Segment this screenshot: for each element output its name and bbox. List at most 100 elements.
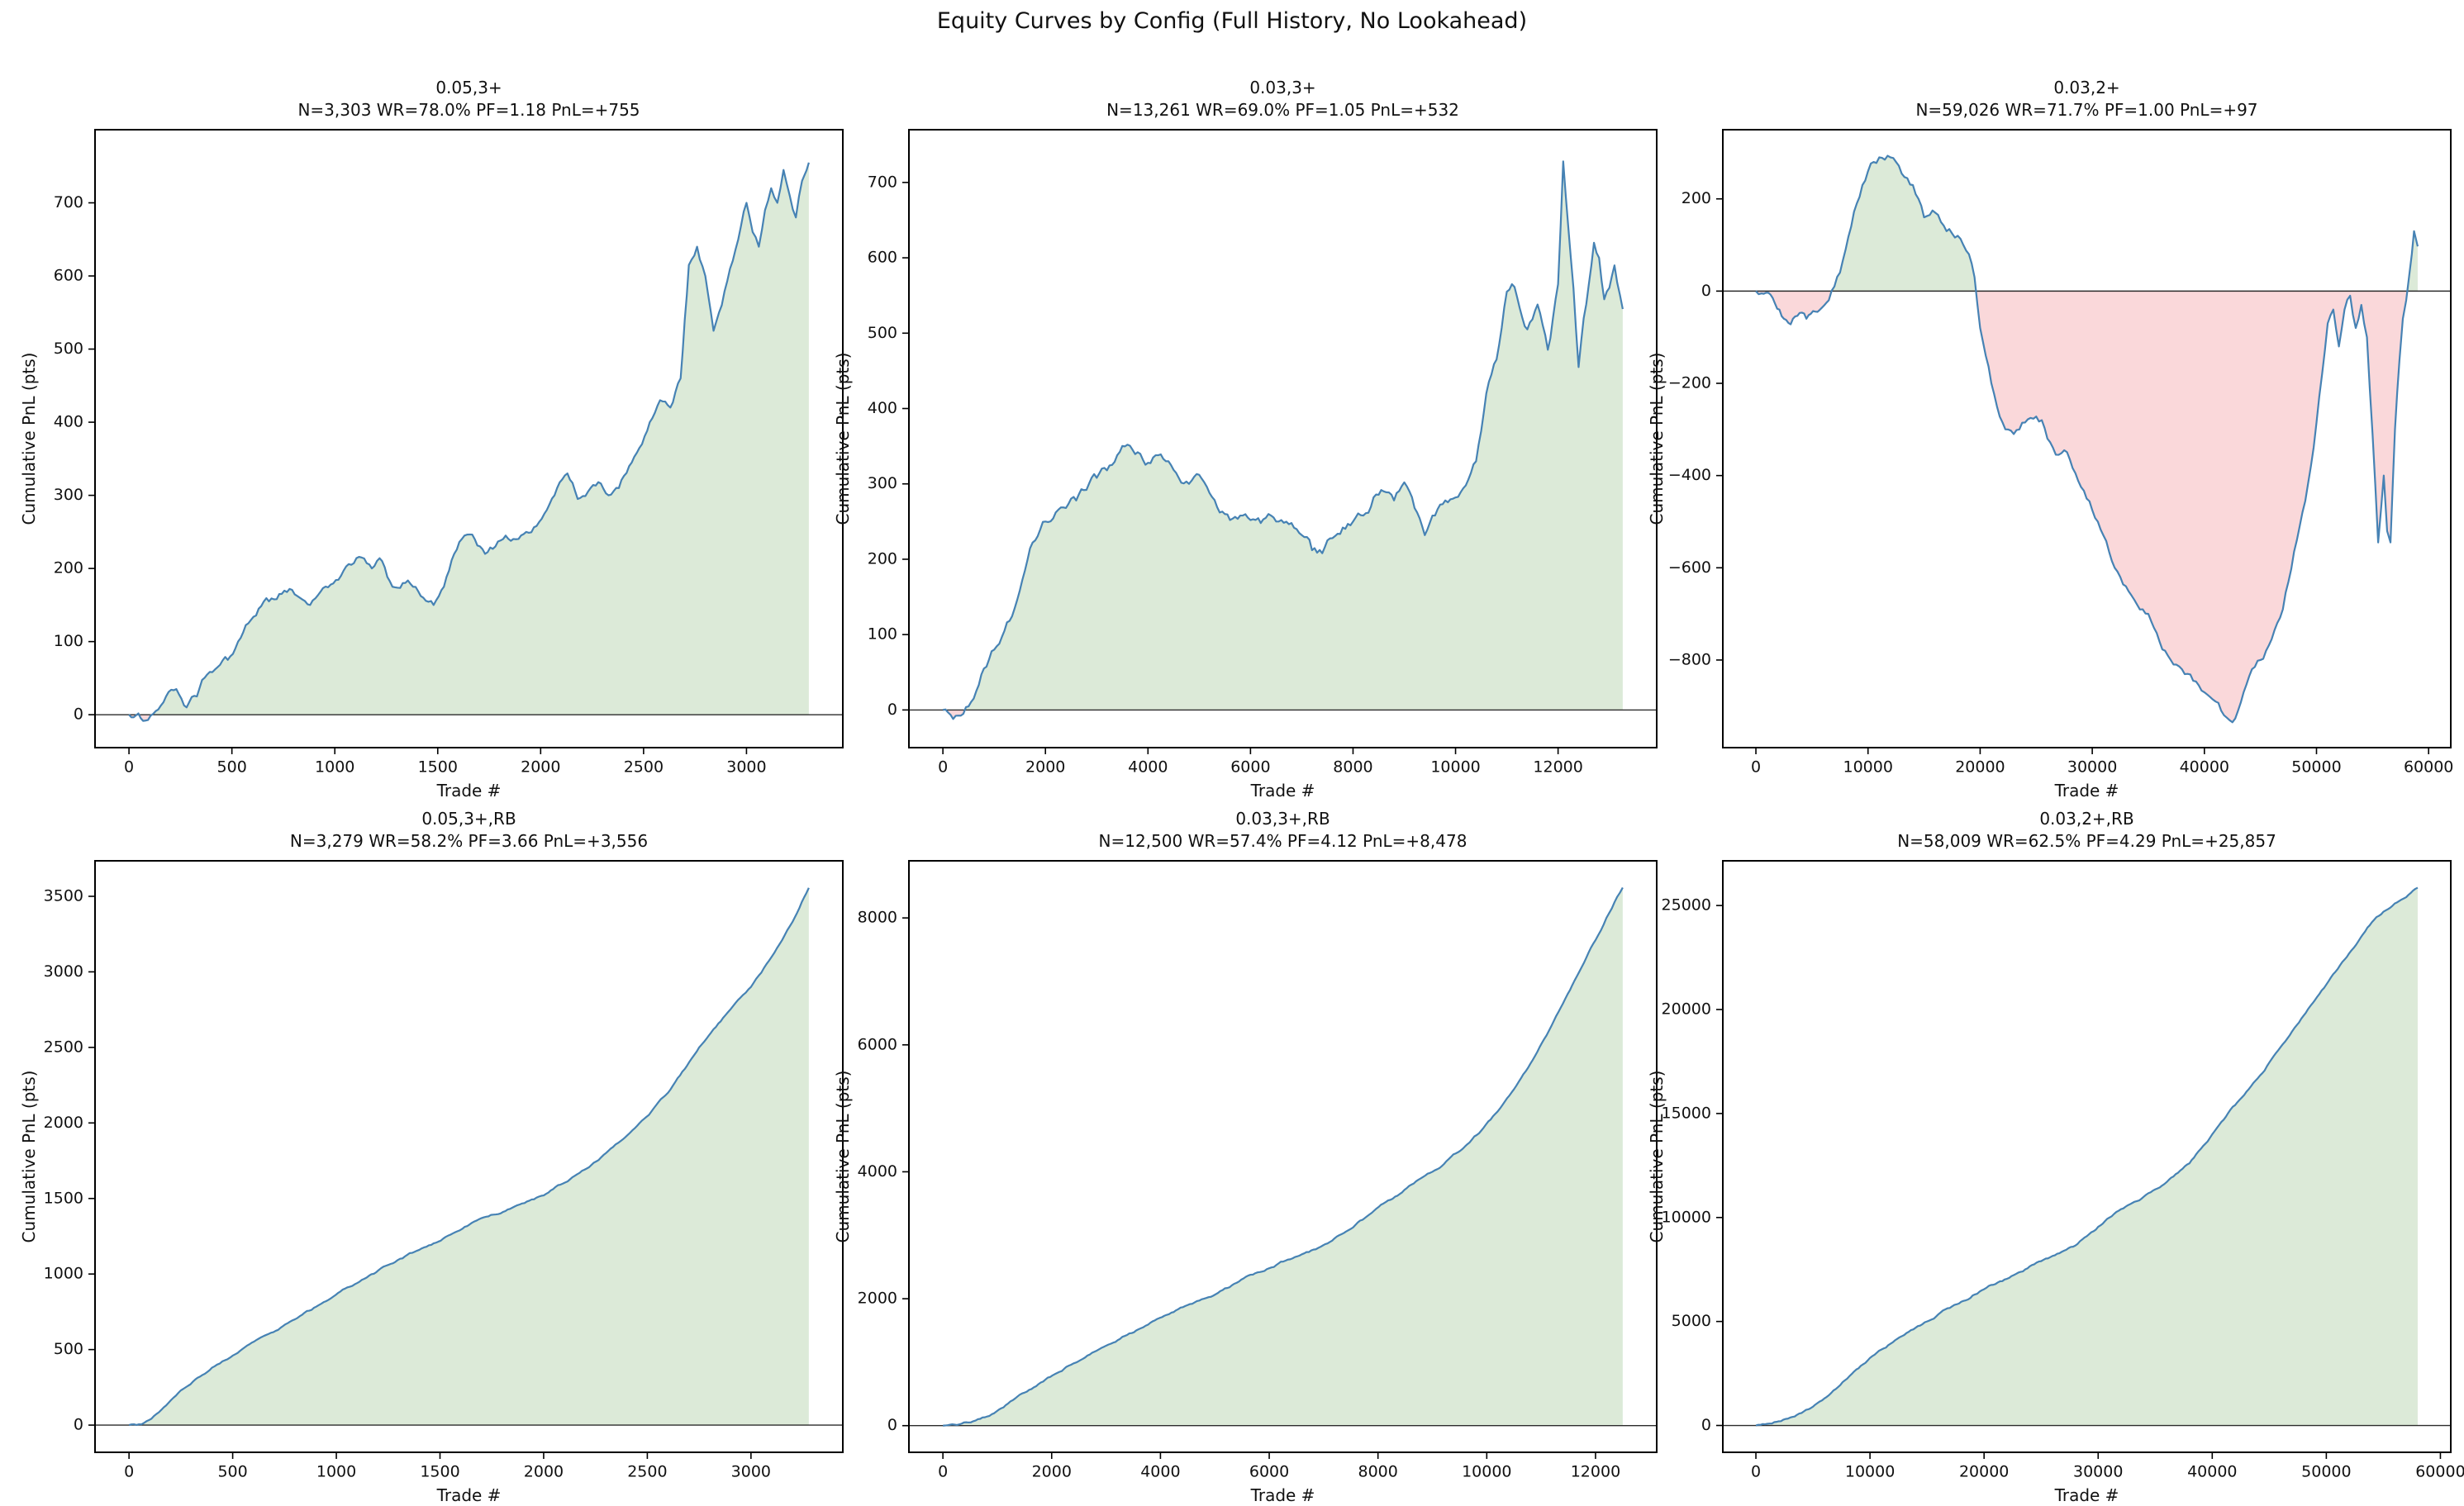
equity-curve-line xyxy=(1755,886,2419,1427)
subplot-title: 0.03,3+,RB N=12,500 WR=57.4% PF=4.12 PnL… xyxy=(909,808,1657,853)
y-tick-label: 1000 xyxy=(44,1265,83,1283)
y-axis-label: Cumulative PnL (pts) xyxy=(1647,352,1667,525)
x-tick-label: 0 xyxy=(124,1463,134,1481)
negative-fill-area xyxy=(1756,291,2408,723)
y-tick-label: 200 xyxy=(868,549,897,568)
x-tick-label: 30000 xyxy=(2073,1463,2123,1481)
equity-curve-plot: 0 2000 4000 6000 8000 10000 12000 0 100 200 300 400… xyxy=(868,129,1658,777)
y-tick-label: 0 xyxy=(74,1416,83,1434)
y-tick-label: 400 xyxy=(868,399,897,417)
y-tick-label: 0 xyxy=(1701,282,1711,300)
figure-title: Equity Curves by Config (Full History, N… xyxy=(936,8,1528,34)
subplot-title: 0.05,3+,RB N=3,279 WR=58.2% PF=3.66 PnL=… xyxy=(95,808,843,853)
x-tick-label: 0 xyxy=(124,758,134,777)
x-tick-label: 1500 xyxy=(420,1463,459,1481)
config-label: 0.03,2+,RB xyxy=(2039,809,2134,829)
config-label: 0.05,3+,RB xyxy=(421,809,516,829)
x-tick-label: 60000 xyxy=(2404,758,2453,777)
x-tick-label: 50000 xyxy=(2291,758,2341,777)
stats-label: N=3,279 WR=58.2% PF=3.66 PnL=+3,556 xyxy=(289,831,649,851)
x-tick-label: 12000 xyxy=(1571,1463,1620,1481)
y-axis-label: Cumulative PnL (pts) xyxy=(833,352,853,525)
x-tick-label: 6000 xyxy=(1249,1463,1289,1481)
config-label: 0.03,3+,RB xyxy=(1235,809,1330,829)
axes-spines xyxy=(908,860,1658,1453)
y-axis-label: Cumulative PnL (pts) xyxy=(1647,1070,1667,1243)
axes-spines xyxy=(1722,860,2452,1453)
equity-curve-plot: 0 10000 20000 30000 40000 50000 60000 0 5000 1000… xyxy=(1662,860,2464,1481)
y-tick-label: 100 xyxy=(868,625,897,644)
y-tick-label: 5000 xyxy=(1672,1312,1711,1330)
positive-fill-area xyxy=(1831,155,2418,292)
y-tick-label: 200 xyxy=(54,559,83,577)
x-tick-label: 60000 xyxy=(2415,1463,2464,1481)
y-tick-label: 700 xyxy=(54,193,83,211)
x-tick-label: 10000 xyxy=(1843,758,1893,777)
y-tick-label: 15000 xyxy=(1662,1104,1711,1122)
equity-curve-line xyxy=(128,162,810,722)
x-tick-label: 0 xyxy=(938,1463,948,1481)
x-axis-label: Trade # xyxy=(2054,1485,2119,1505)
negative-fill-area xyxy=(945,710,965,720)
y-tick-label: 400 xyxy=(54,413,83,431)
config-label: 0.03,3+ xyxy=(1249,78,1316,97)
x-tick-label: 2000 xyxy=(521,758,560,777)
equity-curve-line xyxy=(128,887,810,1427)
x-tick-label: 30000 xyxy=(2067,758,2117,777)
y-tick-label: 2500 xyxy=(44,1038,83,1056)
x-tick-label: 2000 xyxy=(1032,1463,1072,1481)
y-tick-label: 0 xyxy=(887,701,897,719)
subplot-title: 0.03,3+ N=13,261 WR=69.0% PF=1.05 PnL=+5… xyxy=(909,77,1657,121)
y-tick-label: 1500 xyxy=(44,1189,83,1207)
y-tick-label: 3000 xyxy=(44,962,83,981)
y-tick-label: 2000 xyxy=(858,1290,897,1308)
equity-curve-plot: 0 10000 20000 30000 40000 50000 60000 −800 −600 −… xyxy=(1668,129,2453,777)
x-tick-label: 6000 xyxy=(1230,758,1270,777)
y-tick-label: −800 xyxy=(1668,650,1711,668)
subplot-title: 0.03,2+,RB N=58,009 WR=62.5% PF=4.29 PnL… xyxy=(1723,808,2451,853)
y-tick-label: 10000 xyxy=(1662,1208,1711,1226)
equity-curve-plot: 0 2000 4000 6000 8000 10000 12000 0 2000 4000 6000… xyxy=(858,860,1658,1481)
x-tick-label: 1000 xyxy=(316,1463,356,1481)
x-tick-label: 500 xyxy=(217,758,247,777)
y-tick-label: 600 xyxy=(868,249,897,267)
axes-spines xyxy=(94,860,844,1453)
y-tick-label: 200 xyxy=(1682,189,1711,207)
y-tick-label: 300 xyxy=(868,474,897,492)
y-tick-label: 2000 xyxy=(44,1114,83,1132)
y-tick-label: 4000 xyxy=(858,1162,897,1181)
subplot-title: 0.05,3+ N=3,303 WR=78.0% PF=1.18 PnL=+75… xyxy=(95,77,843,121)
stats-label: N=58,009 WR=62.5% PF=4.29 PnL=+25,857 xyxy=(1897,831,2276,851)
x-tick-label: 40000 xyxy=(2180,758,2229,777)
stats-label: N=3,303 WR=78.0% PF=1.18 PnL=+755 xyxy=(297,100,640,120)
equity-curve-line xyxy=(1755,154,2419,724)
equity-curve-line xyxy=(942,160,1624,720)
y-tick-label: 25000 xyxy=(1662,896,1711,915)
x-tick-label: 500 xyxy=(217,1463,247,1481)
x-tick-label: 2000 xyxy=(1025,758,1065,777)
positive-fill-area xyxy=(943,161,1623,710)
x-axis-label: Trade # xyxy=(1250,1485,1315,1505)
positive-fill-area xyxy=(943,887,1623,1426)
y-tick-label: 600 xyxy=(54,267,83,285)
x-tick-label: 2000 xyxy=(524,1463,564,1481)
positive-fill-area xyxy=(136,162,809,715)
x-tick-label: 0 xyxy=(938,758,948,777)
stats-label: N=12,500 WR=57.4% PF=4.12 PnL=+8,478 xyxy=(1098,831,1467,851)
equity-curve-plot: 0 500 1000 1500 2000 2500 3000 0 500 1000 1500 2000… xyxy=(44,860,844,1481)
x-tick-label: 0 xyxy=(1751,1463,1761,1481)
y-tick-label: −400 xyxy=(1668,466,1711,484)
x-tick-label: 12000 xyxy=(1533,758,1582,777)
axes-spines xyxy=(1722,129,2452,748)
y-tick-label: 0 xyxy=(887,1416,897,1434)
x-tick-label: 8000 xyxy=(1358,1463,1398,1481)
subplot-title: 0.03,2+ N=59,026 WR=71.7% PF=1.00 PnL=+9… xyxy=(1723,77,2451,121)
y-tick-label: 500 xyxy=(54,1340,83,1358)
x-axis-label: Trade # xyxy=(436,781,502,801)
y-tick-label: 500 xyxy=(54,340,83,358)
x-tick-label: 10000 xyxy=(1430,758,1480,777)
y-tick-label: 8000 xyxy=(858,909,897,927)
x-tick-label: 2500 xyxy=(627,1463,667,1481)
y-tick-label: 300 xyxy=(54,486,83,504)
